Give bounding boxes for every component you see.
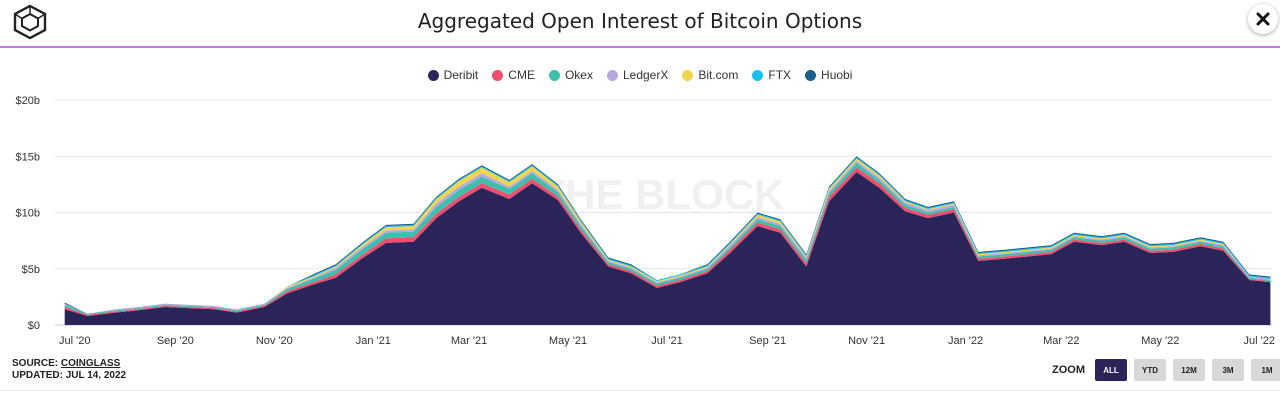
legend-item-ledgerx[interactable]: LedgerX (606, 68, 669, 82)
x-tick-label: Nov '21 (848, 335, 885, 347)
zoom-label: ZOOM (1052, 364, 1085, 376)
area-deribit (64, 172, 1271, 325)
legend-item-huobi[interactable]: Huobi (805, 68, 852, 82)
x-tick-label: Nov '20 (256, 335, 293, 347)
source-link[interactable]: COINGLASS (60, 358, 121, 369)
x-tick-label: Jan '21 (356, 335, 391, 347)
legend-dot (548, 69, 560, 81)
x-tick-label: Jul '21 (651, 335, 682, 347)
close-icon (1256, 12, 1270, 26)
x-tick-label: Jul '22 (1244, 335, 1275, 347)
zoom-button-all[interactable]: ALL (1095, 359, 1127, 381)
zoom-button-1m[interactable]: 1M (1251, 359, 1280, 381)
legend-dot (427, 69, 439, 81)
legend-label: FTX (768, 68, 792, 82)
legend-item-okex[interactable]: Okex (548, 68, 593, 82)
legend-dot (492, 69, 504, 81)
y-tick-label: $10b (16, 208, 40, 220)
x-tick-label: Jul '20 (59, 335, 90, 347)
zoom-button-ytd[interactable]: YTD (1134, 359, 1166, 381)
zoom-button-12m[interactable]: 12M (1173, 359, 1205, 381)
source-label: SOURCE: (12, 358, 59, 369)
legend-dot (682, 69, 694, 81)
legend-dot (805, 69, 817, 81)
legend-item-bit-com[interactable]: Bit.com (682, 68, 738, 82)
legend-label: Okex (564, 68, 593, 82)
x-tick-label: Jan '22 (948, 335, 983, 347)
chart-header: Aggregated Open Interest of Bitcoin Opti… (0, 0, 1280, 48)
stacked-area-chart: $0 $5b $10b $15b $20b THE BLOCK Jul '20 Sep '20… (16, 95, 1275, 347)
legend-dot (606, 69, 618, 81)
source-info: SOURCE: COINGLASS UPDATED: JUL 14, 2022 (12, 358, 126, 382)
legend-label: LedgerX (622, 68, 669, 82)
footer-divider (0, 390, 1280, 391)
y-tick-label: $5b (22, 264, 40, 276)
legend-label: Bit.com (698, 68, 739, 82)
legend-item-deribit[interactable]: Deribit (427, 68, 479, 82)
x-tick-label: May '21 (549, 335, 587, 347)
legend-label: Huobi (821, 68, 853, 82)
y-tick-label: $15b (16, 151, 40, 163)
watermark: THE BLOCK (540, 171, 785, 218)
the-block-cube-logo (13, 4, 47, 40)
legend-item-cme[interactable]: CME (492, 68, 535, 82)
chart-legend: Deribit CME Okex LedgerX Bit.com FTX Huobi (0, 68, 1280, 82)
x-tick-label: May '22 (1141, 335, 1179, 347)
legend-dot (752, 69, 764, 81)
zoom-button-3m[interactable]: 3M (1212, 359, 1244, 381)
y-tick-label: $20b (16, 95, 40, 107)
y-tick-label: $0 (28, 320, 40, 332)
x-tick-label: Sep '21 (749, 335, 786, 347)
x-tick-label: Mar '21 (451, 335, 487, 347)
x-tick-label: Sep '20 (157, 335, 194, 347)
x-tick-label: Mar '22 (1043, 335, 1079, 347)
legend-label: Deribit (443, 68, 479, 82)
legend-label: CME (508, 68, 535, 82)
updated-label: UPDATED: JUL 14, 2022 (12, 370, 127, 381)
zoom-controls: ZOOM ALL YTD 12M 3M 1M (1052, 359, 1280, 381)
chart-title: Aggregated Open Interest of Bitcoin Opti… (417, 9, 863, 33)
legend-item-ftx[interactable]: FTX (752, 68, 791, 82)
close-button[interactable] (1248, 4, 1278, 34)
